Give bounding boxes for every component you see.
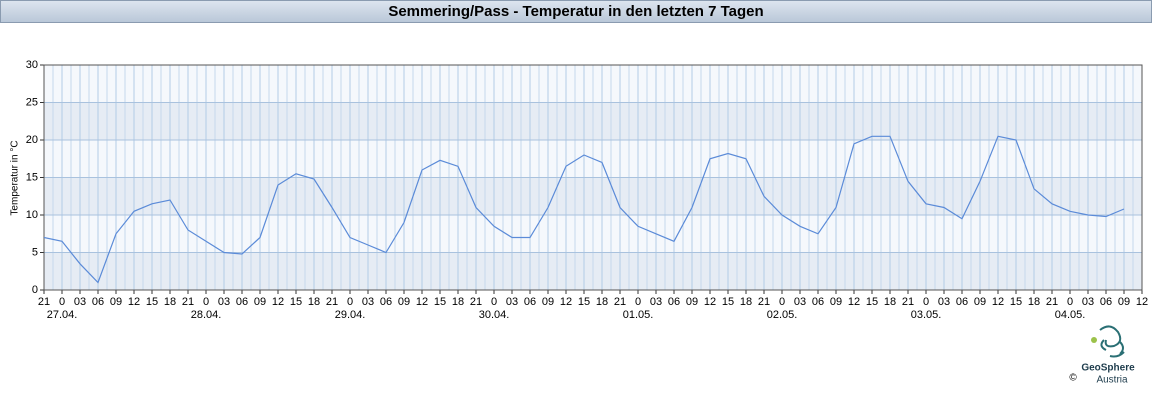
- x-tick-label: 18: [596, 296, 608, 308]
- y-axis-label: Temperatur in °C: [10, 140, 21, 215]
- x-tick-label: 21: [758, 296, 770, 308]
- x-tick-label: 09: [398, 296, 410, 308]
- x-tick-label: 09: [110, 296, 122, 308]
- date-label: 02.05.: [767, 309, 798, 321]
- x-tick-label: 03: [650, 296, 662, 308]
- x-tick-label: 18: [164, 296, 176, 308]
- x-tick-label: 06: [956, 296, 968, 308]
- x-tick-label: 09: [830, 296, 842, 308]
- logo: GeoSphere Austria ©: [1069, 325, 1135, 386]
- x-tick-label: 18: [1028, 296, 1040, 308]
- y-tick-label: 15: [26, 171, 38, 183]
- x-tick-label: 21: [1046, 296, 1058, 308]
- x-tick-label: 21: [614, 296, 626, 308]
- x-tick-label: 06: [1100, 296, 1112, 308]
- y-tick-label: 30: [26, 59, 38, 71]
- x-tick-label: 03: [218, 296, 230, 308]
- chart-title: Semmering/Pass - Temperatur in den letzt…: [388, 3, 763, 20]
- x-tick-label: 12: [704, 296, 716, 308]
- y-tick-label: 25: [26, 96, 38, 108]
- x-tick-label: 0: [779, 296, 785, 308]
- y-tick-label: 10: [26, 209, 38, 221]
- y-tick-label: 5: [32, 246, 38, 258]
- x-tick-label: 15: [866, 296, 878, 308]
- date-label: 28.04.: [191, 309, 222, 321]
- x-tick-label: 21: [182, 296, 194, 308]
- x-tick-label: 12: [992, 296, 1004, 308]
- x-tick-label: 12: [560, 296, 572, 308]
- plot-frame: [43, 64, 1143, 291]
- x-tick-label: 03: [74, 296, 86, 308]
- x-tick-label: 03: [506, 296, 518, 308]
- x-tick-label: 06: [236, 296, 248, 308]
- x-tick-label: 0: [59, 296, 65, 308]
- date-label: 30.04.: [479, 309, 510, 321]
- x-tick-label: 0: [923, 296, 929, 308]
- logo-dot: [1091, 337, 1097, 343]
- x-tick-label: 15: [1010, 296, 1022, 308]
- date-label: 03.05.: [911, 309, 942, 321]
- x-tick-label: 18: [452, 296, 464, 308]
- date-label: 29.04.: [335, 309, 366, 321]
- x-tick-label: 0: [635, 296, 641, 308]
- x-tick-label: 09: [542, 296, 554, 308]
- x-tick-label: 18: [308, 296, 320, 308]
- x-tick-label: 03: [938, 296, 950, 308]
- x-tick-label: 12: [1136, 296, 1148, 308]
- x-tick-label: 06: [812, 296, 824, 308]
- x-tick-label: 21: [470, 296, 482, 308]
- y-tick-label: 0: [32, 284, 38, 296]
- x-tick-label: 09: [686, 296, 698, 308]
- date-label: 04.05.: [1055, 309, 1086, 321]
- x-tick-label: 0: [1067, 296, 1073, 308]
- x-tick-label: 18: [884, 296, 896, 308]
- x-tick-label: 06: [92, 296, 104, 308]
- x-tick-label: 15: [146, 296, 158, 308]
- x-tick-label: 21: [326, 296, 338, 308]
- x-tick-label: 03: [1082, 296, 1094, 308]
- x-tick-label: 12: [416, 296, 428, 308]
- x-tick-label: 0: [347, 296, 353, 308]
- x-tick-label: 18: [740, 296, 752, 308]
- x-tick-label: 09: [974, 296, 986, 308]
- date-label: 01.05.: [623, 309, 654, 321]
- x-tick-label: 15: [722, 296, 734, 308]
- x-tick-label: 21: [38, 296, 50, 308]
- logo-icon: [1099, 325, 1125, 358]
- y-tick-label: 20: [26, 134, 38, 146]
- x-tick-label: 15: [290, 296, 302, 308]
- temperature-line: [43, 135, 1125, 284]
- x-tick-label: 06: [524, 296, 536, 308]
- x-tick-label: 0: [203, 296, 209, 308]
- x-tick-label: 12: [128, 296, 140, 308]
- x-tick-label: 0: [491, 296, 497, 308]
- x-tick-label: 03: [794, 296, 806, 308]
- x-tick-label: 21: [902, 296, 914, 308]
- x-tick-label: 03: [362, 296, 374, 308]
- x-tick-label: 06: [668, 296, 680, 308]
- logo-name: GeoSphere: [1081, 363, 1135, 374]
- logo-sub: Austria: [1096, 375, 1128, 386]
- x-tick-label: 12: [272, 296, 284, 308]
- x-tick-label: 12: [848, 296, 860, 308]
- x-tick-label: 06: [380, 296, 392, 308]
- x-tick-label: 09: [1118, 296, 1130, 308]
- copyright: ©: [1069, 373, 1077, 384]
- x-tick-label: 15: [578, 296, 590, 308]
- x-tick-label: 15: [434, 296, 446, 308]
- date-label: 27.04.: [47, 309, 78, 321]
- x-tick-label: 09: [254, 296, 266, 308]
